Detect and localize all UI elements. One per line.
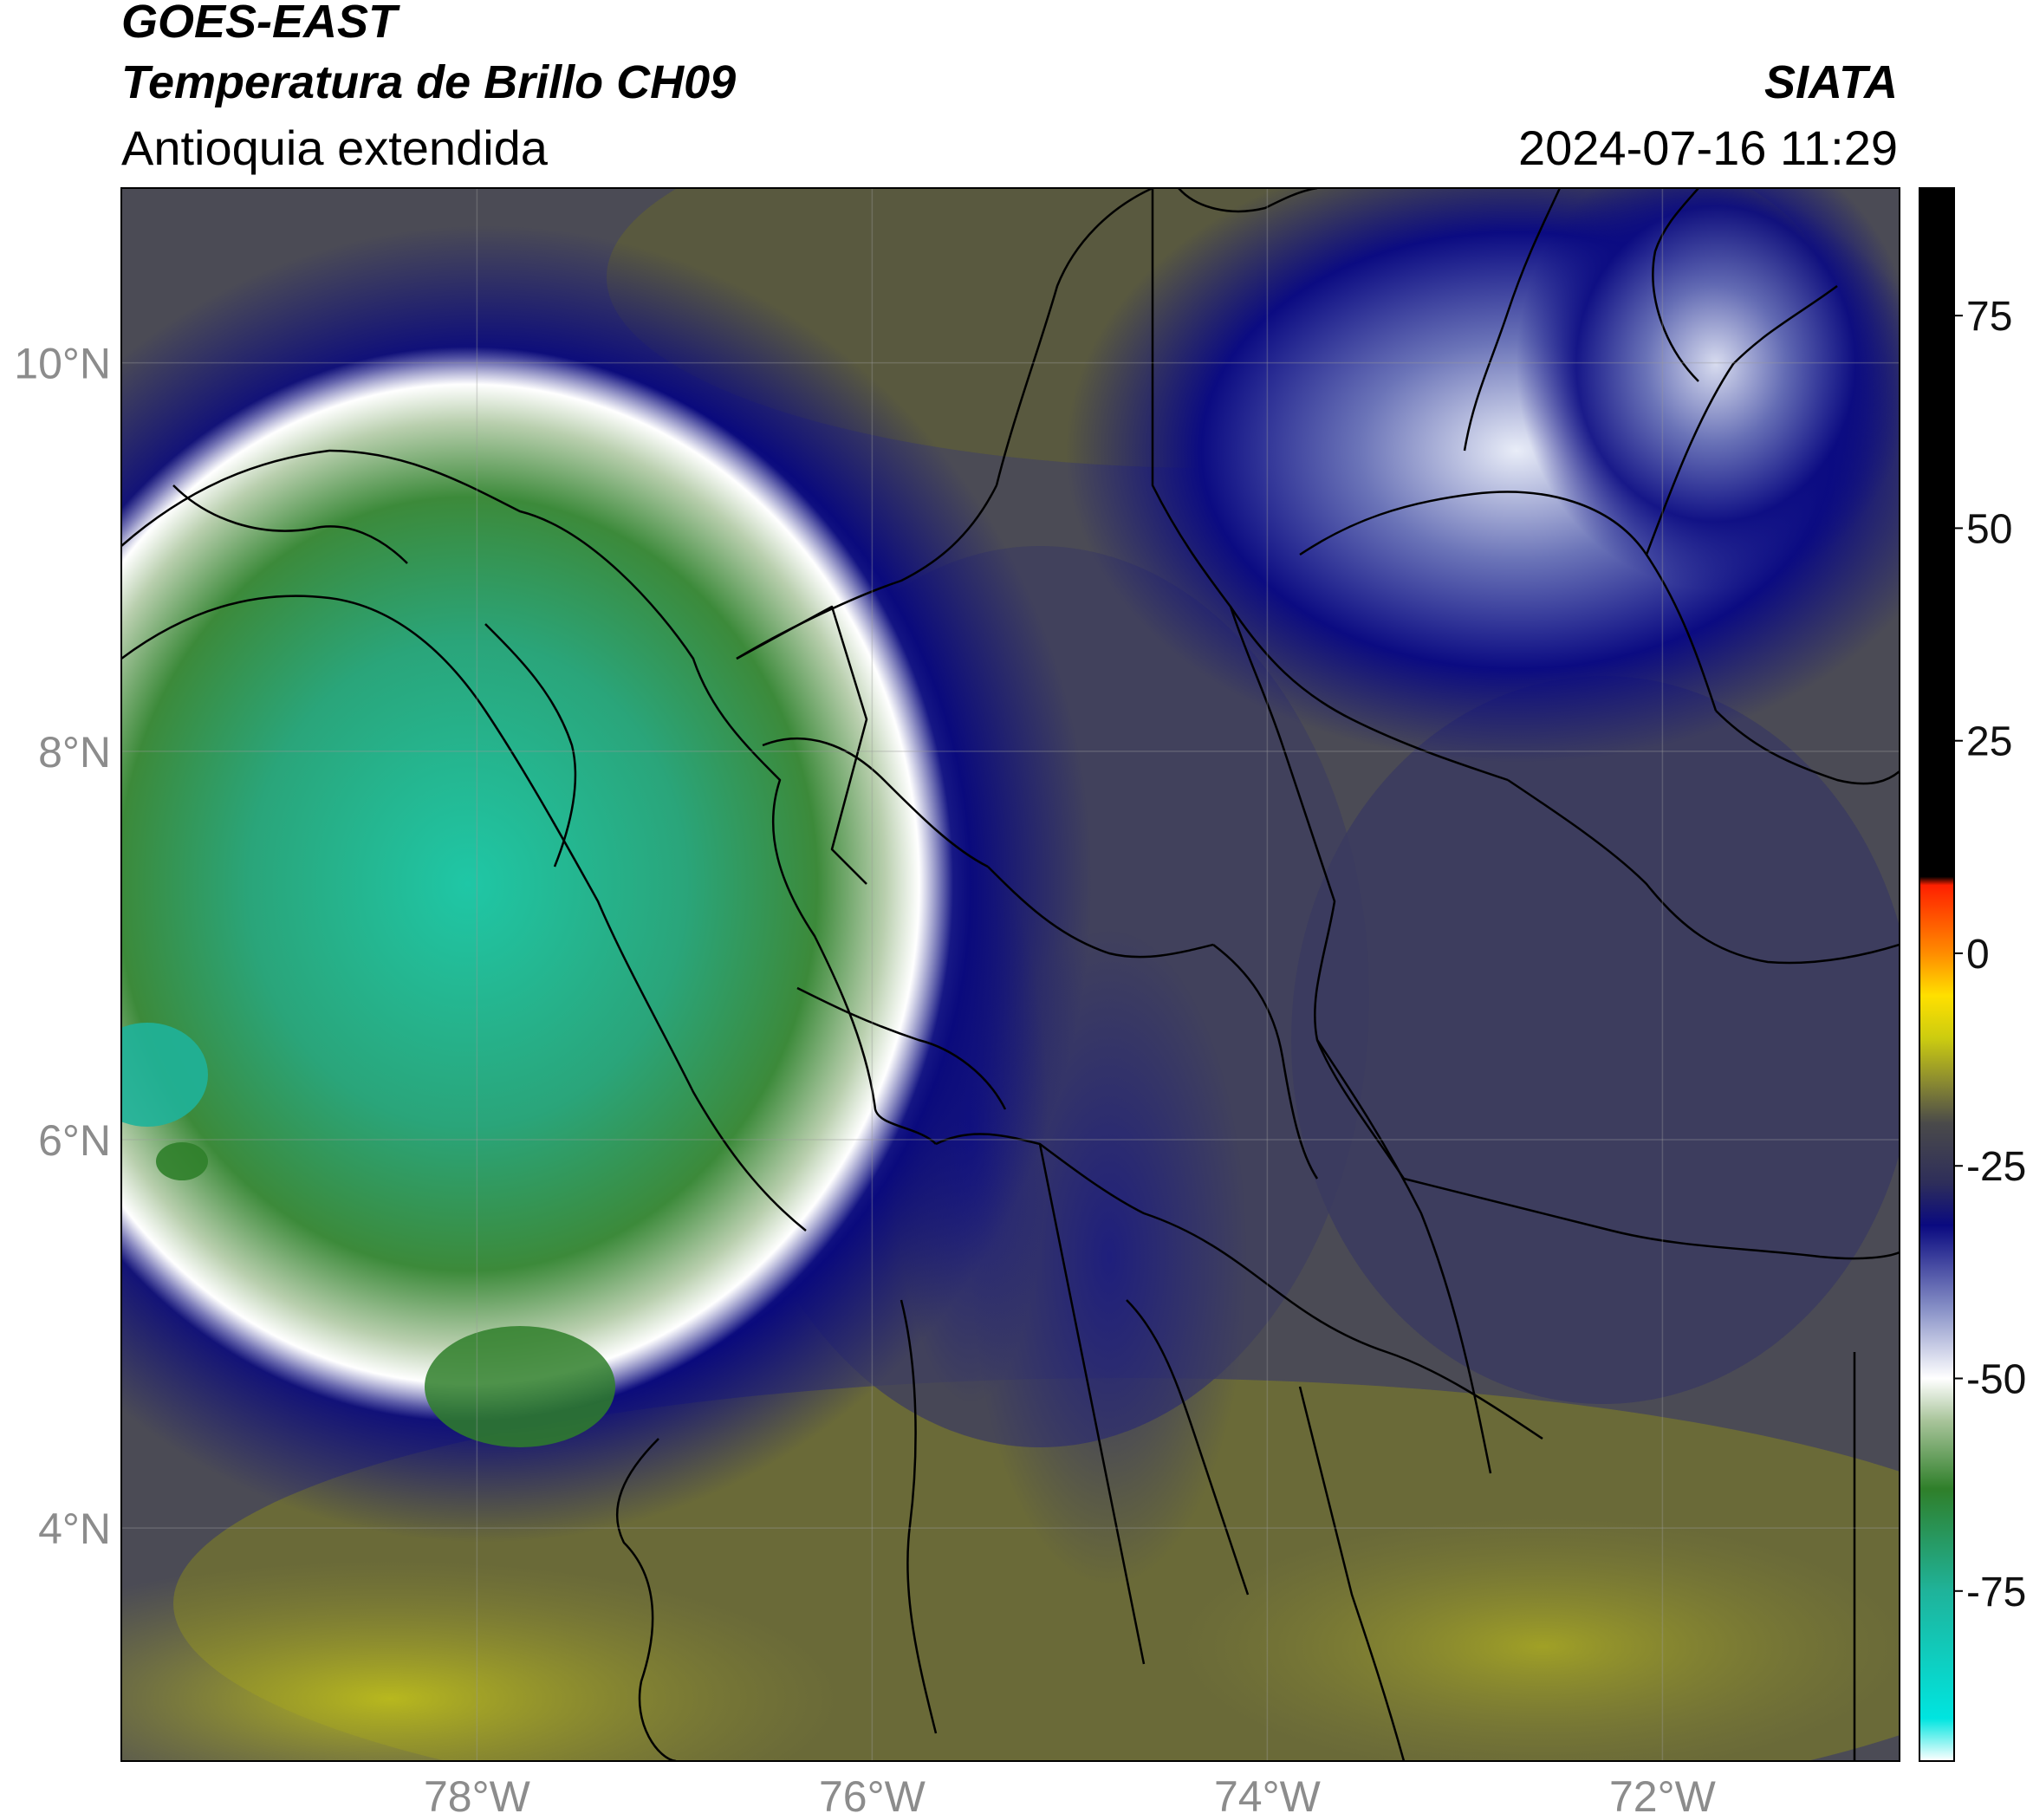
colorbar-tick-label: 25 — [1966, 719, 2012, 765]
region-subtitle: Antioquia extendida — [121, 120, 548, 175]
colorbar-ticks: 75 50 25 0 -25 -50 -75 — [1954, 294, 2026, 1615]
lat-tick-label: 6°N — [38, 1116, 111, 1165]
lat-tick-label: 4°N — [38, 1505, 111, 1553]
colorbar: 75 50 25 0 -25 -50 -75 — [1919, 187, 2026, 1762]
colorbar-tick-label: -75 — [1966, 1570, 2026, 1615]
graticule — [121, 188, 1900, 1761]
lat-tick-label: 10°N — [14, 340, 111, 388]
lon-tick-label: 76°W — [819, 1772, 926, 1820]
product-title: Temperatura de Brillo CH09 — [121, 56, 737, 108]
lon-tick-label: 74°W — [1214, 1772, 1322, 1820]
brightness-temperature-field — [121, 188, 1900, 1761]
lon-tick-label: 72°W — [1609, 1772, 1717, 1820]
lat-tick-label: 8°N — [38, 728, 111, 777]
satellite-title: GOES-EAST — [121, 0, 398, 48]
colorbar-tick-label: 50 — [1966, 506, 2012, 552]
map-frame — [120, 187, 1900, 1762]
longitude-tick-labels: 78°W 76°W 74°W 72°W — [424, 1772, 1717, 1820]
borders-and-coastlines — [121, 188, 1900, 1761]
colorbar-tick-label: 75 — [1966, 294, 2012, 340]
brand-label: SIATA — [1764, 56, 1898, 108]
colorbar-tick-label: -25 — [1966, 1144, 2026, 1190]
colorbar-tick-label: -50 — [1966, 1357, 2026, 1403]
colorbar-gradient — [1919, 187, 1955, 1762]
latitude-tick-labels: 10°N 8°N 6°N 4°N — [14, 340, 111, 1553]
colorbar-tick-label: 0 — [1966, 932, 1990, 978]
timestamp-label: 2024-07-16 11:29 — [1518, 120, 1898, 175]
lon-tick-label: 78°W — [424, 1772, 531, 1820]
